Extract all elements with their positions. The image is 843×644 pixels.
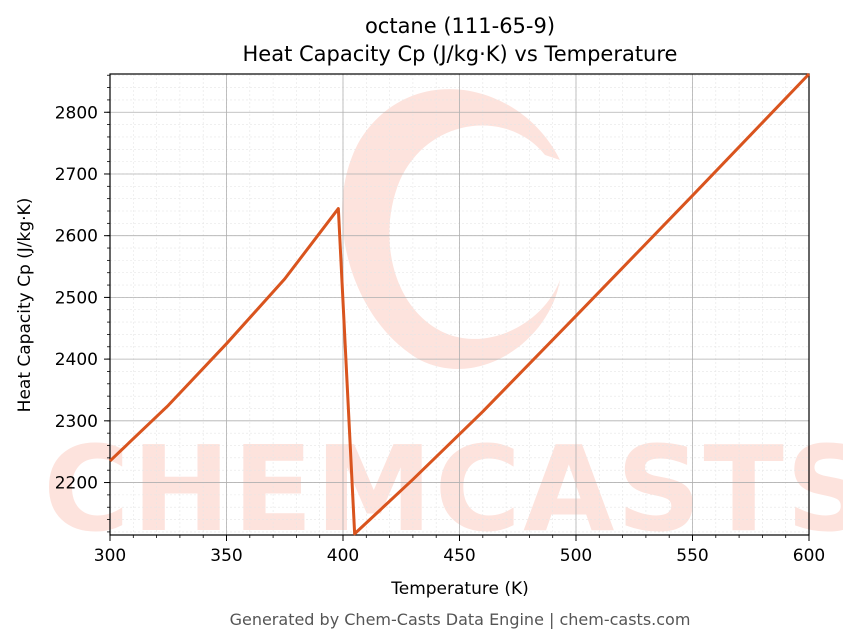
footer-credit: Generated by Chem-Casts Data Engine | ch… [230, 610, 691, 629]
y-axis-label: Heat Capacity Cp (J/kg·K) [15, 198, 35, 413]
series-layer [108, 72, 811, 536]
cp-series-line [108, 72, 811, 536]
grid [109, 74, 810, 535]
y-tick-label: 2700 [55, 165, 98, 185]
watermark-logo: CHEMCASTS [43, 89, 843, 558]
chart-title-line-2: Heat Capacity Cp (J/kg·K) vs Temperature [243, 42, 678, 66]
axis-ticks: 300 350 400 450 500 550 600 2200 2300 2400 2500 260… [55, 74, 825, 566]
chart-title-line-1: octane (111-65-9) [365, 14, 555, 38]
x-tick-label: 450 [443, 546, 475, 566]
x-tick-label: 300 [94, 546, 126, 566]
x-tick-label: 400 [327, 546, 359, 566]
x-tick-label: 550 [676, 546, 708, 566]
x-tick-label: 500 [560, 546, 592, 566]
y-tick-label: 2200 [55, 474, 98, 494]
x-tick-label: 350 [210, 546, 242, 566]
x-axis-label: Temperature (K) [390, 579, 529, 599]
y-tick-label: 2500 [55, 288, 98, 308]
x-tick-label: 600 [793, 546, 825, 566]
watermark-swirl-icon [342, 89, 560, 369]
y-tick-label: 2400 [55, 350, 98, 370]
y-tick-label: 2600 [55, 227, 98, 247]
y-tick-label: 2800 [55, 103, 98, 123]
y-tick-label: 2300 [55, 412, 98, 432]
watermark-text: CHEMCASTS [43, 420, 843, 558]
